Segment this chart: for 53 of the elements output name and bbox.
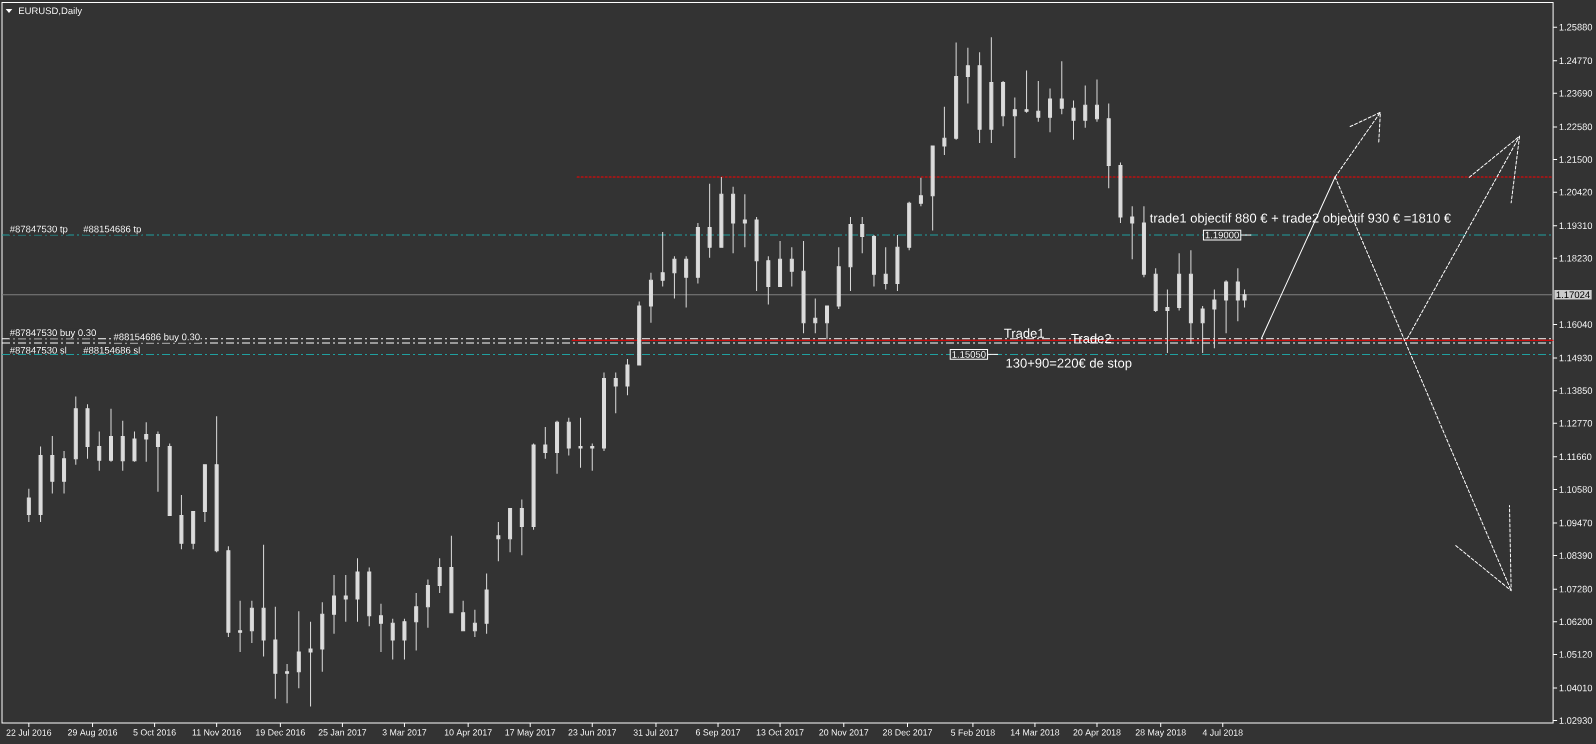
x-tick-label: 28 May 2018 <box>1135 729 1186 738</box>
x-tick-label: 4 Jul 2018 <box>1202 729 1243 736</box>
x-tick-label: 10 Apr 2017 <box>444 729 492 738</box>
y-tick-label: 1.02930 <box>1559 717 1593 724</box>
y-tick-label: 1.05120 <box>1559 651 1593 658</box>
x-tick-label: 5 Oct 2016 <box>133 729 176 736</box>
y-tick-label: 1.07280 <box>1559 585 1593 593</box>
x-tick-label: 17 May 2017 <box>505 729 556 738</box>
y-tick-label: 1.20420 <box>1559 188 1593 196</box>
ref-line-label: #87847530 sl <box>9 346 67 354</box>
y-tick-label: 1.19310 <box>1559 222 1593 229</box>
x-tick-label: 13 Oct 2017 <box>756 729 804 736</box>
x-tick-label: 14 Mar 2018 <box>1010 729 1060 736</box>
ref-line-label: 1.17024 <box>1556 291 1590 299</box>
x-tick-label: 11 Nov 2016 <box>192 729 241 736</box>
annotation: 130+90=220€ de stop <box>1006 358 1132 371</box>
chart-title: EURUSD,Daily <box>19 7 83 17</box>
annotation: #88154686 sl <box>83 346 140 354</box>
ref-line-label: #87847530 buy 0.30 <box>9 329 96 338</box>
x-tick-label: 31 Jul 2017 <box>633 729 679 736</box>
x-tick-label: 28 Dec 2017 <box>882 729 932 736</box>
x-tick-label: 25 Jan 2017 <box>318 729 367 736</box>
y-tick-label: 1.08390 <box>1559 552 1593 559</box>
annotation: 1.19000 <box>1205 231 1239 239</box>
ref-line-label: #87847530 tp <box>9 225 68 235</box>
y-tick-label: 1.13850 <box>1559 387 1593 394</box>
y-tick-label: 1.14930 <box>1559 354 1593 362</box>
x-tick-label: 22 Jul 2016 <box>6 729 52 736</box>
x-tick-label: 5 Feb 2018 <box>950 729 995 736</box>
x-tick-label: 19 Dec 2016 <box>256 729 305 736</box>
x-tick-label: 20 Apr 2018 <box>1073 729 1121 738</box>
y-tick-label: 1.22580 <box>1559 123 1593 131</box>
y-tick-label: 1.09470 <box>1559 519 1593 527</box>
y-tick-label: 1.10580 <box>1559 486 1593 493</box>
y-tick-label: 1.11660 <box>1559 453 1592 461</box>
y-tick-label: 1.25880 <box>1559 23 1593 31</box>
y-tick-label: 1.06200 <box>1559 618 1593 626</box>
y-tick-label: 1.16040 <box>1559 321 1593 328</box>
annotation: 1.15050 <box>952 351 986 358</box>
x-tick-label: 20 Nov 2017 <box>819 729 869 736</box>
y-tick-label: 1.23690 <box>1559 90 1593 97</box>
y-tick-label: 1.18230 <box>1559 255 1593 262</box>
y-tick-label: 1.24770 <box>1559 57 1593 64</box>
x-tick-label: 3 Mar 2017 <box>382 729 427 736</box>
x-tick-label: 29 Aug 2016 <box>68 729 118 738</box>
x-tick-label: 6 Sep 2017 <box>695 729 741 738</box>
ref-line-label: #88154686 buy 0.30 <box>113 333 200 343</box>
x-tick-label: 23 Jun 2017 <box>568 729 617 736</box>
y-tick-label: 1.12770 <box>1559 419 1593 427</box>
annotation: #88154686 tp <box>83 225 141 235</box>
y-tick-label: 1.21500 <box>1559 156 1593 163</box>
annotation: Trade1 <box>1004 328 1044 338</box>
y-tick-label: 1.04010 <box>1559 684 1593 692</box>
